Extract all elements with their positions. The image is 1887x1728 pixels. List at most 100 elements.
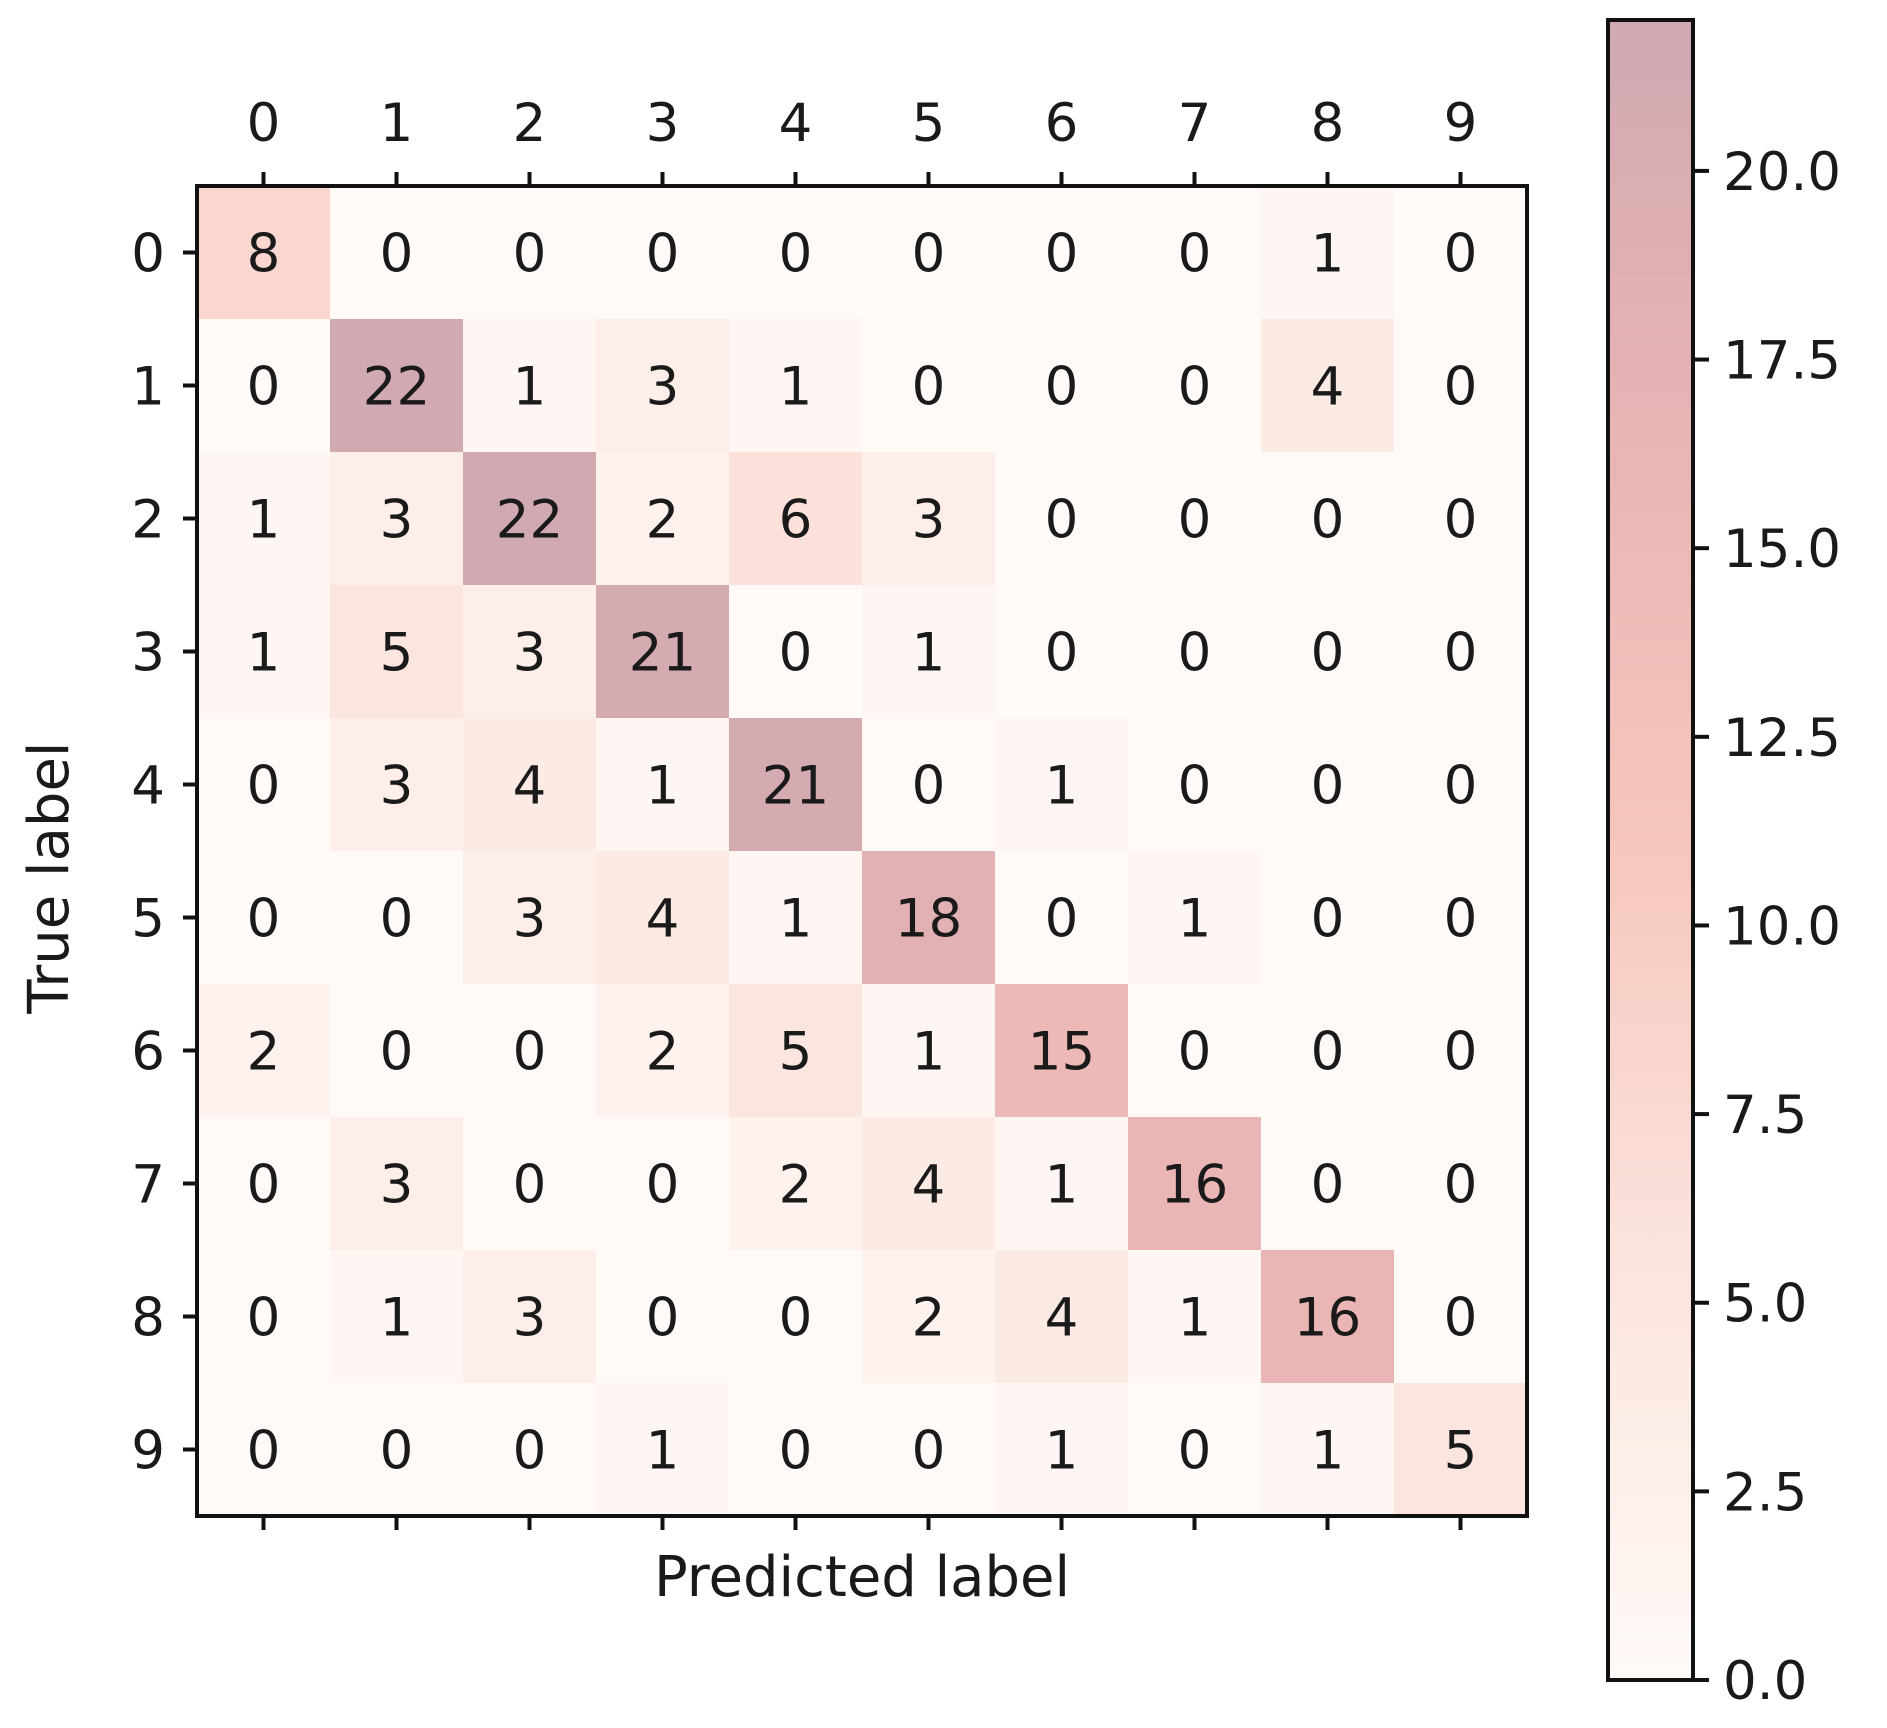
cell-value-r0-c1: 0 — [380, 224, 414, 285]
cell-value-r1-c7: 0 — [1178, 357, 1212, 418]
plot-frame — [195, 184, 1529, 1518]
cell-value-r8-c9: 0 — [1444, 1288, 1478, 1349]
x-tick-label: 1 — [380, 93, 414, 154]
cell-value-r9-c1: 0 — [380, 1421, 414, 1482]
cell-value-r1-c5: 0 — [912, 357, 946, 418]
y-tick-label: 2 — [131, 490, 165, 551]
heatmap-cell-r8-c4 — [729, 1250, 863, 1384]
x-tick-label: 3 — [646, 93, 680, 154]
colorbar-tick-label: 5.0 — [1723, 1274, 1807, 1335]
cell-value-r2-c1: 3 — [380, 490, 414, 551]
cell-value-r2-c6: 0 — [1045, 490, 1079, 551]
heatmap-cell-r6-c1 — [330, 984, 464, 1118]
cell-value-r2-c7: 0 — [1178, 490, 1212, 551]
heatmap-cell-r9-c6 — [995, 1383, 1129, 1517]
cell-value-r5-c1: 0 — [380, 889, 414, 950]
heatmap-cell-r5-c7 — [1128, 851, 1262, 985]
heatmap-cell-r3-c4 — [729, 585, 863, 719]
heatmap-cell-r4-c4 — [729, 718, 863, 852]
cell-value-r8-c8: 16 — [1294, 1288, 1361, 1349]
cell-value-r7-c2: 0 — [513, 1155, 547, 1216]
heatmap-cell-r0-c8 — [1261, 186, 1395, 320]
cell-value-r4-c5: 0 — [912, 756, 946, 817]
heatmap-cell-r6-c6 — [995, 984, 1129, 1118]
heatmap-cell-r6-c8 — [1261, 984, 1395, 1118]
cell-value-r5-c9: 0 — [1444, 889, 1478, 950]
cell-value-r6-c8: 0 — [1311, 1022, 1345, 1083]
heatmap-cell-r5-c6 — [995, 851, 1129, 985]
heatmap-cell-r1-c3 — [596, 319, 730, 453]
heatmap-cell-r2-c0 — [197, 452, 331, 586]
heatmap-cell-r1-c4 — [729, 319, 863, 453]
heatmap-cell-r2-c9 — [1394, 452, 1528, 586]
cell-value-r3-c9: 0 — [1444, 623, 1478, 684]
heatmap-cell-r9-c7 — [1128, 1383, 1262, 1517]
cell-value-r2-c9: 0 — [1444, 490, 1478, 551]
y-tick-label: 0 — [131, 224, 165, 285]
heatmap-cell-r9-c9 — [1394, 1383, 1528, 1517]
cell-value-r9-c0: 0 — [247, 1421, 281, 1482]
cell-value-r9-c3: 1 — [646, 1421, 680, 1482]
cell-value-r4-c1: 3 — [380, 756, 414, 817]
heatmap-cell-r1-c5 — [862, 319, 996, 453]
heatmap-cell-r8-c5 — [862, 1250, 996, 1384]
cell-value-r6-c1: 0 — [380, 1022, 414, 1083]
cell-value-r8-c1: 1 — [380, 1288, 414, 1349]
heatmap-cell-r8-c1 — [330, 1250, 464, 1384]
heatmap-cell-r8-c6 — [995, 1250, 1129, 1384]
heatmap-cell-r1-c6 — [995, 319, 1129, 453]
heatmap-cell-r4-c2 — [463, 718, 597, 852]
y-tick-label: 9 — [131, 1421, 165, 1482]
y-tick-label: 6 — [131, 1022, 165, 1083]
cell-value-r4-c9: 0 — [1444, 756, 1478, 817]
heatmap-cell-r6-c7 — [1128, 984, 1262, 1118]
heatmap-cell-r3-c8 — [1261, 585, 1395, 719]
cell-value-r3-c1: 5 — [380, 623, 414, 684]
x-axis-bottom-ticks — [261, 1516, 1463, 1530]
cell-value-r9-c7: 0 — [1178, 1421, 1212, 1482]
cell-value-r7-c7: 16 — [1161, 1155, 1228, 1216]
heatmap-cell-r9-c3 — [596, 1383, 730, 1517]
cell-value-r6-c0: 2 — [247, 1022, 281, 1083]
cell-value-r0-c6: 0 — [1045, 224, 1079, 285]
heatmap-cell-r8-c9 — [1394, 1250, 1528, 1384]
heatmap-cell-r0-c1 — [330, 186, 464, 320]
colorbar — [1606, 18, 1695, 1682]
x-tick-label: 6 — [1045, 93, 1079, 154]
cell-value-r3-c0: 1 — [247, 623, 281, 684]
cell-value-r2-c8: 0 — [1311, 490, 1345, 551]
heatmap-cell-r3-c3 — [596, 585, 730, 719]
heatmap-cell-r6-c2 — [463, 984, 597, 1118]
cell-value-r5-c4: 1 — [779, 889, 813, 950]
heatmap-cell-r4-c5 — [862, 718, 996, 852]
heatmap-cell-r9-c2 — [463, 1383, 597, 1517]
cell-value-r0-c4: 0 — [779, 224, 813, 285]
heatmap-cell-r5-c4 — [729, 851, 863, 985]
heatmap-cell-r8-c2 — [463, 1250, 597, 1384]
heatmap-cell-r1-c9 — [1394, 319, 1528, 453]
heatmap-cell-r1-c1 — [330, 319, 464, 453]
y-tick-label: 7 — [131, 1155, 165, 1216]
cell-value-r2-c4: 6 — [779, 490, 813, 551]
heatmap-cell-r4-c9 — [1394, 718, 1528, 852]
heatmap-cell-r1-c0 — [197, 319, 331, 453]
cell-value-r0-c2: 0 — [513, 224, 547, 285]
heatmap-cell-r5-c0 — [197, 851, 331, 985]
cell-value-r7-c4: 2 — [779, 1155, 813, 1216]
cell-value-r0-c7: 0 — [1178, 224, 1212, 285]
cell-value-r5-c8: 0 — [1311, 889, 1345, 950]
x-tick-label: 5 — [912, 93, 946, 154]
cell-value-r5-c2: 3 — [513, 889, 547, 950]
cell-value-r1-c0: 0 — [247, 357, 281, 418]
heatmap-cell-r0-c2 — [463, 186, 597, 320]
cell-value-r9-c5: 0 — [912, 1421, 946, 1482]
heatmap-cell-r2-c5 — [862, 452, 996, 586]
cell-value-r4-c4: 21 — [762, 756, 829, 817]
heatmap-cell-r0-c3 — [596, 186, 730, 320]
heatmap-cell-r0-c0 — [197, 186, 331, 320]
y-tick-label: 5 — [131, 889, 165, 950]
y-tick-label: 3 — [131, 623, 165, 684]
cell-value-r1-c3: 3 — [646, 357, 680, 418]
heatmap-cell-r6-c0 — [197, 984, 331, 1118]
